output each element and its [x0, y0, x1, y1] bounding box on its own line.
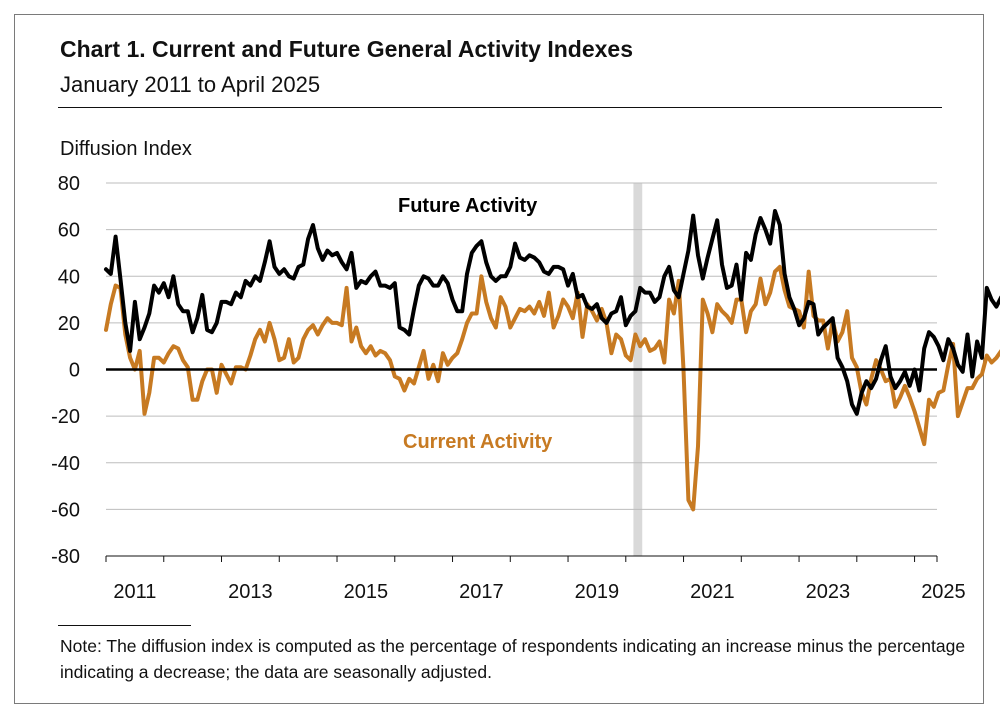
future-activity-label: Future Activity	[398, 195, 538, 217]
x-tick-label: 2017	[459, 581, 504, 603]
title-divider	[58, 107, 942, 108]
note-divider	[58, 625, 191, 626]
y-tick-label: 80	[58, 173, 80, 195]
chart-title: Chart 1. Current and Future General Acti…	[60, 36, 634, 62]
y-tick-label: -40	[51, 453, 80, 475]
chart-note: Note: The diffusion index is computed as…	[60, 636, 966, 682]
chart-frame	[14, 14, 984, 704]
x-tick-label: 2023	[806, 581, 851, 603]
y-axis-label: Diffusion Index	[60, 138, 192, 160]
future-activity-line	[104, 209, 1000, 416]
y-tick-label: 0	[69, 360, 80, 382]
x-tick-label: 2021	[690, 581, 735, 603]
y-tick-label: 60	[58, 220, 80, 242]
x-tick-label: 2025	[921, 581, 966, 603]
y-tick-label: -60	[51, 499, 80, 521]
y-tick-label: 20	[58, 313, 80, 335]
x-tick-label: 2011	[113, 581, 156, 603]
x-tick-label: 2019	[575, 581, 620, 603]
y-tick-label: -20	[51, 406, 80, 428]
current-activity-line	[104, 264, 1000, 512]
x-tick-label: 2015	[344, 581, 389, 603]
chart-subtitle: January 2011 to April 2025	[60, 72, 321, 97]
current-activity-label: Current Activity	[403, 431, 553, 453]
y-tick-label: 40	[58, 266, 80, 288]
x-tick-label: 2013	[228, 581, 273, 603]
y-tick-label: -80	[51, 546, 80, 568]
